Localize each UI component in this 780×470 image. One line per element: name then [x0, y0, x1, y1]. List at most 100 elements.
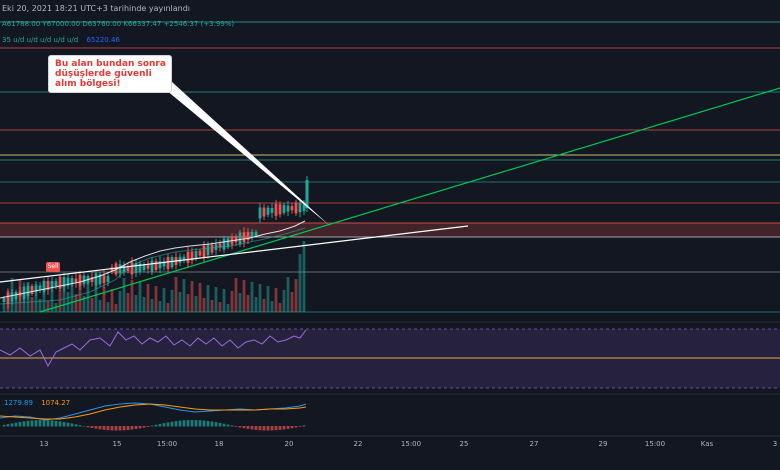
candle: [90, 277, 94, 283]
macd-hist-bar: [62, 422, 66, 427]
candle: [82, 275, 86, 285]
candle: [270, 208, 274, 214]
candle: [305, 180, 309, 208]
macd-hist-bar: [86, 426, 90, 428]
candle: [70, 278, 74, 285]
macd-hist-bar: [278, 426, 282, 430]
macd-hist-bar: [262, 426, 266, 431]
candle: [154, 261, 158, 271]
green-trendline: [39, 87, 780, 313]
volume-bar: [246, 295, 250, 312]
candle: [42, 280, 46, 292]
macd-hist-bar: [142, 426, 146, 428]
macd-hist-bar: [98, 426, 102, 430]
x-tick-label: 27: [530, 440, 539, 448]
macd-hist-bar: [170, 421, 174, 427]
x-tick-label: 13: [40, 440, 49, 448]
volume-bar: [66, 292, 70, 312]
macd-hist-bar: [150, 425, 154, 427]
macd-hist-bar: [158, 423, 162, 427]
macd-hist-bar: [94, 426, 98, 429]
macd-hist-bar: [242, 426, 246, 429]
volume-bar: [142, 297, 146, 312]
volume-bar: [290, 292, 294, 312]
candle: [266, 207, 270, 215]
macd-hist-bar: [50, 420, 54, 427]
macd-hist-bar: [78, 425, 82, 427]
volume-bar: [262, 299, 266, 312]
macd-hist-bar: [282, 426, 286, 430]
candle: [142, 264, 146, 271]
macd-hist-bar: [122, 426, 126, 431]
macd-hist-bar: [18, 421, 22, 427]
macd-hist-bar: [90, 426, 94, 429]
candle: [250, 231, 254, 238]
candle: [290, 206, 294, 211]
candle: [246, 232, 250, 241]
macd-hist-bar: [162, 423, 166, 427]
candle: [218, 243, 222, 248]
x-axis: 13 15 15:00 18 20 22 15:00 25 27 29 15:0…: [40, 440, 778, 448]
candle: [282, 204, 286, 213]
candle: [38, 285, 42, 290]
candle: [62, 277, 66, 288]
candle: [118, 264, 122, 274]
macd-hist-bar: [54, 420, 58, 427]
candle: [10, 292, 14, 302]
macd-panel: [0, 402, 307, 431]
candle: [98, 274, 102, 285]
candle: [170, 257, 174, 268]
macd-hist-bar: [6, 424, 10, 427]
macd-hist-bar: [146, 426, 150, 427]
x-tick-label: 29: [599, 440, 608, 448]
candle: [130, 262, 134, 275]
volume-bar: [50, 288, 54, 312]
volume-bar: [250, 282, 254, 312]
volume-bar: [222, 289, 226, 312]
candle: [138, 263, 142, 272]
macd-hist-bar: [30, 420, 34, 427]
macd-hist-bar: [22, 421, 26, 427]
volume-bar: [194, 296, 198, 312]
candle: [106, 276, 110, 283]
candle: [242, 232, 246, 243]
macd-hist-bar: [302, 425, 306, 427]
macd-hist-bar: [34, 420, 38, 427]
volume-bar: [38, 299, 42, 312]
macd-hist-bar: [238, 426, 242, 428]
annotation-callout[interactable]: Bu alan bundan sonra düşüşlerde güvenli …: [48, 55, 172, 93]
macd-hist-bar: [138, 426, 142, 429]
volume-bar: [242, 280, 246, 312]
macd-hist-bar: [70, 423, 74, 427]
candle: [34, 285, 38, 292]
x-tick-label: 3: [773, 440, 777, 448]
macd-hist-bar: [298, 426, 302, 427]
candle: [94, 273, 98, 286]
macd-hist-bar: [174, 421, 178, 427]
macd-hist-bar: [14, 422, 18, 427]
candle: [50, 280, 54, 288]
macd-hist-bar: [10, 423, 14, 427]
macd-hist-bar: [38, 420, 42, 427]
macd-hist-bar: [182, 420, 186, 427]
volume-bar: [302, 241, 306, 312]
macd-hist-bar: [46, 420, 50, 427]
candle: [6, 292, 10, 304]
macd-hist-bar: [194, 420, 198, 427]
macd-hist-bar: [26, 420, 30, 427]
candle: [166, 257, 170, 270]
volume-bar: [58, 290, 62, 312]
volume-bar: [146, 284, 150, 312]
indicator-readout: 35 u/d u/d u/d u/d u/d 65220.46: [2, 36, 120, 44]
volume-bar: [226, 304, 230, 312]
callout-pointer: [160, 82, 330, 226]
candle: [122, 265, 126, 273]
volume-bar: [118, 291, 122, 312]
volume-bar: [82, 296, 86, 312]
rsi-panel: [0, 328, 780, 389]
volume-bar: [266, 286, 270, 312]
candle: [294, 202, 298, 214]
volume-bar: [78, 281, 82, 312]
macd-hist-bar: [230, 425, 234, 427]
